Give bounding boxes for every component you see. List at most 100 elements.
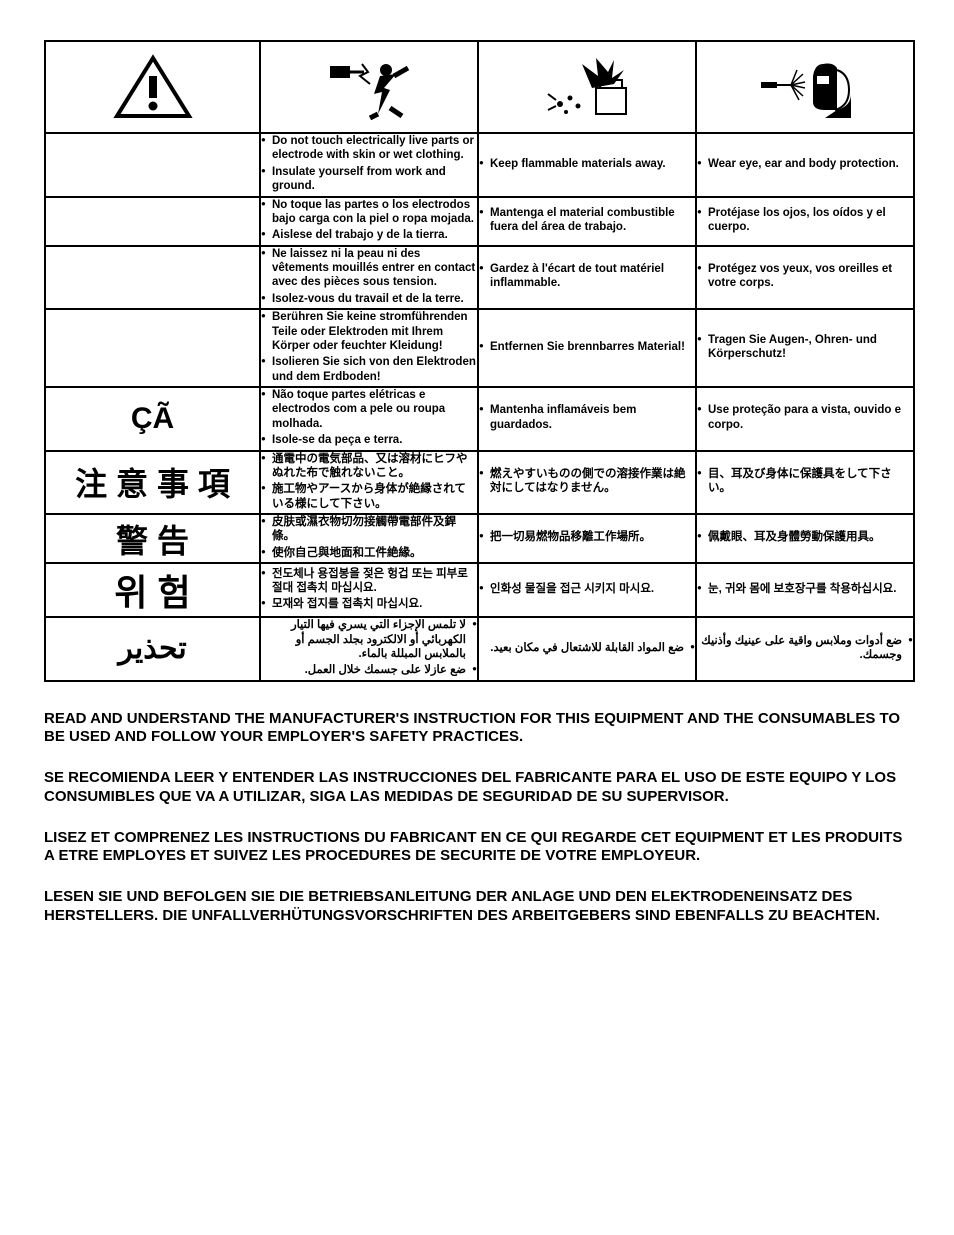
icon-cell-electric (260, 41, 478, 133)
warning-cell: Protéjase los ojos, los oídos y el cuerp… (696, 197, 914, 246)
bullet-item: Gardez à l'écart de tout matériel inflam… (479, 262, 695, 291)
instruction-paragraph: SE RECOMIENDA LEER Y ENTENDER LAS INSTRU… (44, 769, 910, 807)
bullet-item: Use proteção para a vista, ouvido e corp… (697, 403, 913, 432)
bullet-list: 눈, 귀와 몸에 보호장구를 착용하십시요. (697, 582, 913, 596)
language-label: 警 告 (116, 516, 189, 562)
bullet-item: Não toque partes elétricas e electrodos … (261, 388, 477, 431)
warning-cell: 인화성 물질을 접근 시키지 마시요. (478, 563, 696, 617)
icon-cell-warning (45, 41, 260, 133)
warning-cell: 눈, 귀와 몸에 보호장구를 착용하십시요. (696, 563, 914, 617)
bullet-item: 皮肤或濕衣物切勿接觸帶電部件及銲條。 (261, 515, 477, 544)
instruction-paragraph: LISEZ ET COMPRENEZ LES INSTRUCTIONS DU F… (44, 829, 910, 867)
bullet-item: 把一切易燃物品移離工作場所。 (479, 530, 695, 544)
flammable-explosion-icon (542, 54, 632, 120)
table-row: 위 험전도체나 용접봉을 젖은 헝겁 또는 피부로 절대 접촉치 마십시요.모재… (45, 563, 914, 617)
bullet-item: Wear eye, ear and body protection. (697, 157, 913, 171)
bullet-list: 通電中の電気部品、又は溶材にヒフやぬれた布で触れないこと。施工物やアースから身体… (261, 452, 477, 512)
bullet-item: Keep flammable materials away. (479, 157, 695, 171)
warning-cell: 皮肤或濕衣物切勿接觸帶電部件及銲條。使你自己與地面和工件絶緣。 (260, 514, 478, 563)
icon-cell-flammable (478, 41, 696, 133)
bullet-list: 把一切易燃物品移離工作場所。 (479, 530, 695, 544)
language-label-cell (45, 246, 260, 310)
warning-cell: 佩戴眼、耳及身體勞動保護用具。 (696, 514, 914, 563)
warning-cell: 燃えやすいものの側での溶接作業は絶対にしてはなりません。 (478, 451, 696, 515)
bullet-item: 佩戴眼、耳及身體勞動保護用具。 (697, 530, 913, 544)
bullet-item: 모재와 접지를 접촉치 마십시요. (261, 597, 477, 611)
bullet-list: Protéjase los ojos, los oídos y el cuerp… (697, 206, 913, 235)
bullet-item: Ne laissez ni la peau ni des vêtements m… (261, 247, 477, 290)
warning-cell: Mantenha inflamáveis bem guardados. (478, 387, 696, 451)
table-row: ÇÃ Não toque partes elétricas e electrodo… (45, 387, 914, 451)
bullet-list: Use proteção para a vista, ouvido e corp… (697, 403, 913, 432)
page: Do not touch electrically live parts or … (0, 0, 954, 988)
warning-cell: 전도체나 용접봉을 젖은 헝겁 또는 피부로 절대 접촉치 마십시요.모재와 접… (260, 563, 478, 617)
ppe-welding-helmet-icon (755, 54, 855, 120)
bullet-list: ضع أدوات وملابس واقية على عينيك وأذنيك و… (697, 634, 913, 663)
bullet-list: Wear eye, ear and body protection. (697, 157, 913, 171)
bullet-item: Isole-se da peça e terra. (261, 433, 477, 447)
bullet-item: ضع عازلا على جسمك خلال العمل. (261, 663, 477, 677)
bullet-item: 인화성 물질을 접근 시키지 마시요. (479, 582, 695, 596)
table-row: تحذيرلا تلمس الإجزاء التي يسري فيها التي… (45, 617, 914, 681)
electric-shock-person-icon (324, 54, 414, 120)
bullet-item: Do not touch electrically live parts or … (261, 134, 477, 163)
bullet-item: 目、耳及び身体に保護具をして下さい。 (697, 467, 913, 496)
language-label-cell (45, 197, 260, 246)
warning-cell: Tragen Sie Augen-, Ohren- und Körperschu… (696, 309, 914, 387)
bullet-list: Ne laissez ni la peau ni des vêtements m… (261, 247, 477, 307)
bullet-list: 전도체나 용접봉을 젖은 헝겁 또는 피부로 절대 접촉치 마십시요.모재와 접… (261, 567, 477, 612)
language-label: 注 意 事 項 (75, 459, 230, 505)
language-label-cell: ÇÃ (45, 387, 260, 451)
bullet-list: لا تلمس الإجزاء التي يسري فيها التيار ال… (261, 618, 477, 678)
warning-cell: Berühren Sie keine stromführenden Teile … (260, 309, 478, 387)
bullet-item: Insulate yourself from work and ground. (261, 165, 477, 194)
instruction-paragraph: READ AND UNDERSTAND THE MANUFACTURER'S I… (44, 710, 910, 748)
language-label-cell: تحذير (45, 617, 260, 681)
warning-cell: Entfernen Sie brennbarres Material! (478, 309, 696, 387)
warning-cell: Protégez vos yeux, vos oreilles et votre… (696, 246, 914, 310)
bullet-list: Berühren Sie keine stromführenden Teile … (261, 310, 477, 384)
table-row: Berühren Sie keine stromführenden Teile … (45, 309, 914, 387)
bullet-item: Tragen Sie Augen-, Ohren- und Körperschu… (697, 333, 913, 362)
bullet-list: Mantenga el material combustible fuera d… (479, 206, 695, 235)
bullet-list: Do not touch electrically live parts or … (261, 134, 477, 194)
warning-cell: 通電中の電気部品、又は溶材にヒフやぬれた布で触れないこと。施工物やアースから身体… (260, 451, 478, 515)
bullet-item: Mantenga el material combustible fuera d… (479, 206, 695, 235)
warning-cell: 把一切易燃物品移離工作場所。 (478, 514, 696, 563)
bullet-list: Gardez à l'écart de tout matériel inflam… (479, 262, 695, 291)
icon-header-row (45, 41, 914, 133)
warning-cell: ضع المواد القابلة للاشتعال في مكان بعيد. (478, 617, 696, 681)
bullet-list: Protégez vos yeux, vos oreilles et votre… (697, 262, 913, 291)
bullet-list: Tragen Sie Augen-, Ohren- und Körperschu… (697, 333, 913, 362)
warning-triangle-icon (113, 54, 193, 120)
table-row: Do not touch electrically live parts or … (45, 133, 914, 197)
safety-warnings-table: Do not touch electrically live parts or … (44, 40, 915, 682)
language-label-cell (45, 309, 260, 387)
bullet-list: Mantenha inflamáveis bem guardados. (479, 403, 695, 432)
table-row: No toque las partes o los electrodos baj… (45, 197, 914, 246)
bullet-item: ضع أدوات وملابس واقية على عينيك وأذنيك و… (697, 634, 913, 663)
bullet-item: 通電中の電気部品、又は溶材にヒフやぬれた布で触れないこと。 (261, 452, 477, 481)
bullet-list: Entfernen Sie brennbarres Material! (479, 340, 695, 354)
bullet-item: Protéjase los ojos, los oídos y el cuerp… (697, 206, 913, 235)
bullet-item: ضع المواد القابلة للاشتعال في مكان بعيد. (479, 641, 695, 655)
warning-cell: Mantenga el material combustible fuera d… (478, 197, 696, 246)
language-label: ÇÃ (131, 402, 174, 436)
warning-cell: Do not touch electrically live parts or … (260, 133, 478, 197)
warning-cell: ضع أدوات وملابس واقية على عينيك وأذنيك و… (696, 617, 914, 681)
bullet-item: لا تلمس الإجزاء التي يسري فيها التيار ال… (261, 618, 477, 661)
warning-cell: Use proteção para a vista, ouvido e corp… (696, 387, 914, 451)
table-row: 警 告 皮肤或濕衣物切勿接觸帶電部件及銲條。使你自己與地面和工件絶緣。把一切易燃物… (45, 514, 914, 563)
language-label-cell (45, 133, 260, 197)
bullet-item: 전도체나 용접봉을 젖은 헝겁 또는 피부로 절대 접촉치 마십시요. (261, 567, 477, 596)
bullet-item: Entfernen Sie brennbarres Material! (479, 340, 695, 354)
bullet-list: 皮肤或濕衣物切勿接觸帶電部件及銲條。使你自己與地面和工件絶緣。 (261, 515, 477, 560)
table-row: 注 意 事 項通電中の電気部品、又は溶材にヒフやぬれた布で触れないこと。施工物や… (45, 451, 914, 515)
bullet-item: Aislese del trabajo y de la tierra. (261, 228, 477, 242)
language-label-cell: 注 意 事 項 (45, 451, 260, 515)
bullet-list: 인화성 물질을 접근 시키지 마시요. (479, 582, 695, 596)
warning-cell: Não toque partes elétricas e electrodos … (260, 387, 478, 451)
warning-cell: No toque las partes o los electrodos baj… (260, 197, 478, 246)
bullet-list: ضع المواد القابلة للاشتعال في مكان بعيد. (479, 641, 695, 655)
bullet-item: Mantenha inflamáveis bem guardados. (479, 403, 695, 432)
